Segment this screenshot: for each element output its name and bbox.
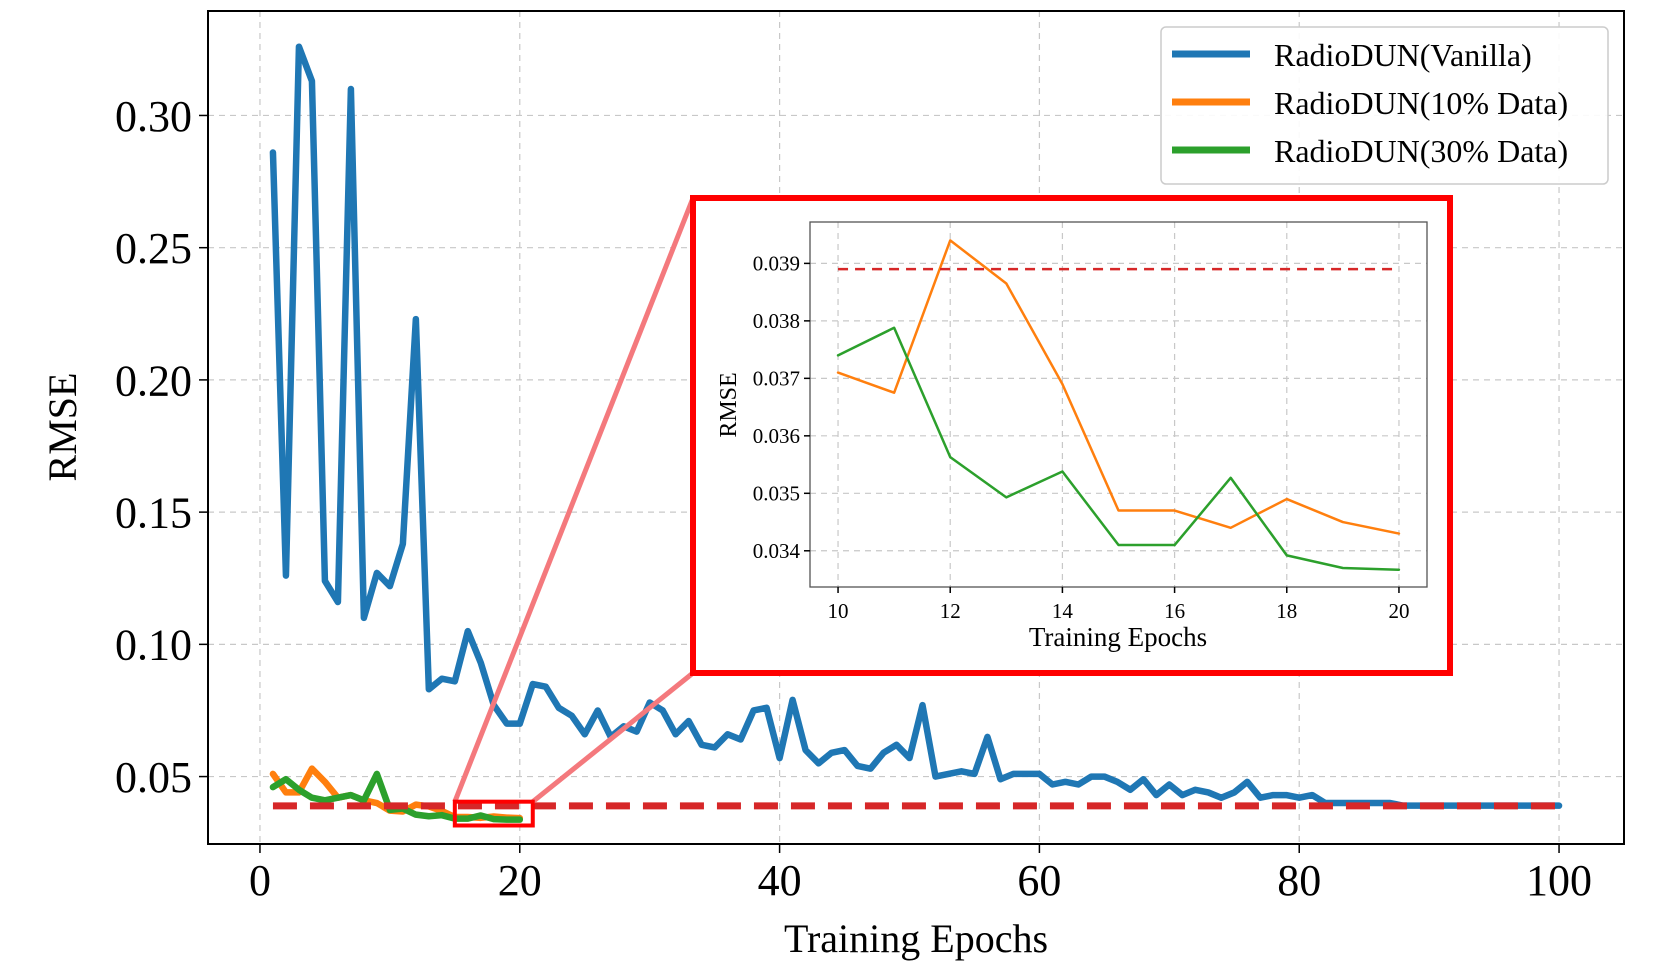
main-x-tick-label-5: 100 bbox=[1526, 856, 1592, 905]
legend-frame bbox=[1160, 26, 1609, 185]
inset-plot-area bbox=[836, 239, 1401, 572]
inset-series-line-p10 bbox=[836, 239, 1401, 535]
inset-zoom-frame bbox=[690, 195, 1453, 676]
inset-x-tick-label-5: 20 bbox=[1388, 599, 1409, 623]
main-series-line-vanilla bbox=[269, 43, 1563, 809]
zoom-region-box bbox=[452, 799, 535, 828]
inset-y-tick-label-2: 0.036 bbox=[753, 424, 800, 448]
inset-x-tick-label-3: 16 bbox=[1164, 599, 1185, 623]
inset-axes-frame bbox=[809, 221, 1428, 588]
inset-y-axis-label: RMSE bbox=[716, 372, 742, 437]
inset-panel: 10 12 14 16 18 20 0.034 0.035 0.036 0.037 0.038 0.0… bbox=[690, 195, 1453, 676]
inset-grid bbox=[810, 222, 1427, 587]
main-plot-area bbox=[269, 43, 1563, 823]
inset-x-tick-label-0: 10 bbox=[828, 599, 849, 623]
main-x-axis-label: Training Epochs bbox=[784, 916, 1048, 961]
main-y-tick-label-0: 0.05 bbox=[115, 753, 192, 802]
inset-y-tick-label-4: 0.038 bbox=[753, 309, 800, 333]
main-x-tick-label-4: 80 bbox=[1277, 856, 1321, 905]
inset-y-tick-label-3: 0.037 bbox=[753, 367, 800, 391]
main-y-tick-label-3: 0.20 bbox=[115, 356, 192, 405]
main-x-tick-label-1: 20 bbox=[498, 856, 542, 905]
inset-x-tick-label-1: 12 bbox=[940, 599, 961, 623]
main-x-tick-label-0: 0 bbox=[249, 856, 271, 905]
inset-x-axis-label: Training Epochs bbox=[1029, 622, 1207, 652]
inset-x-tick-label-4: 18 bbox=[1276, 599, 1297, 623]
inset-y-tick-label-5: 0.039 bbox=[753, 252, 800, 276]
main-x-tick-label-3: 60 bbox=[1017, 856, 1061, 905]
main-axis-ticks: 0 20 40 60 80 100 0.05 0.10 0.15 0.20 0.25 0.30 bbox=[115, 92, 1592, 905]
zoom-connector-lower bbox=[531, 671, 695, 804]
legend-label-vanilla: RadioDUN(Vanilla) bbox=[1274, 37, 1532, 73]
main-zoom-annotation bbox=[452, 197, 696, 828]
legend-label-30pct: RadioDUN(30% Data) bbox=[1274, 133, 1568, 169]
main-y-axis-label: RMSE bbox=[40, 373, 85, 482]
legend-label-10pct: RadioDUN(10% Data) bbox=[1274, 85, 1568, 121]
main-axes-frame bbox=[207, 10, 1625, 845]
main-x-tick-label-2: 40 bbox=[758, 856, 802, 905]
main-y-tick-label-2: 0.15 bbox=[115, 489, 192, 538]
main-y-tick-label-4: 0.25 bbox=[115, 224, 192, 273]
inset-y-tick-label-0: 0.034 bbox=[753, 539, 801, 563]
inset-axis-ticks: 10 12 14 16 18 20 0.034 0.035 0.036 0.037 0.038 0.0… bbox=[753, 252, 1410, 623]
main-y-tick-label-5: 0.30 bbox=[115, 92, 192, 141]
legend: RadioDUN(Vanilla) RadioDUN(10% Data) Rad… bbox=[1160, 26, 1609, 185]
inset-y-tick-label-1: 0.035 bbox=[753, 482, 800, 506]
zoom-connector-upper bbox=[452, 197, 696, 803]
inset-x-tick-label-2: 14 bbox=[1052, 599, 1074, 623]
inset-series-line-p30 bbox=[836, 326, 1401, 572]
main-y-tick-label-1: 0.10 bbox=[115, 621, 192, 670]
